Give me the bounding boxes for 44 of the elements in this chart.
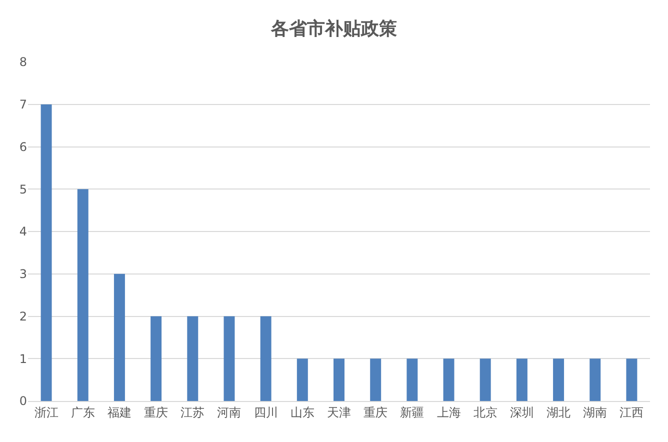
- bar: [150, 316, 162, 401]
- y-tick-label: 2: [19, 309, 27, 324]
- y-tick-label: 5: [19, 182, 27, 196]
- x-tick-label: 江西: [620, 405, 644, 420]
- x-tick-label: 北京: [473, 405, 498, 420]
- x-tick-label: 湖南: [583, 405, 608, 420]
- x-tick-label: 广东: [70, 405, 95, 420]
- bar: [77, 189, 88, 401]
- x-tick-label: 四川: [254, 405, 278, 420]
- y-tick-label: 3: [19, 267, 27, 282]
- bar: [296, 358, 308, 401]
- bar: [370, 358, 382, 401]
- x-tick-label: 江苏: [180, 405, 205, 420]
- y-tick-label: 4: [19, 224, 27, 239]
- bar: [443, 358, 454, 401]
- x-tick-label: 重庆: [144, 405, 168, 420]
- bar: [334, 358, 344, 401]
- x-tick-label: 深圳: [510, 405, 534, 420]
- bar: [553, 358, 564, 401]
- bar: [406, 358, 418, 401]
- x-tick-label: 湖北: [546, 405, 571, 420]
- y-tick-label: 7: [19, 98, 27, 112]
- bar: [480, 358, 491, 401]
- bar: [260, 316, 272, 401]
- x-tick-label: 重庆: [364, 405, 388, 420]
- y-tick-label: 6: [19, 140, 27, 154]
- bar: [187, 316, 198, 401]
- bar: [590, 358, 601, 401]
- bar: [516, 358, 528, 401]
- y-tick-label: 1: [19, 352, 27, 366]
- x-tick-label: 河南: [217, 405, 242, 420]
- x-tick-label: 天津: [327, 405, 351, 420]
- x-tick-label: 福建: [107, 405, 132, 420]
- bar: [114, 274, 125, 401]
- chart-title: 各省市补贴政策: [270, 18, 397, 40]
- bar: [40, 104, 52, 401]
- y-tick-label: 8: [19, 55, 27, 70]
- bar: [626, 358, 638, 401]
- x-tick-label: 新疆: [400, 405, 424, 420]
- x-tick-label: 上海: [436, 405, 461, 420]
- x-tick-label: 浙江: [34, 405, 58, 420]
- x-tick-label: 山东: [290, 405, 314, 420]
- bar: [224, 316, 235, 401]
- y-tick-label: 0: [19, 394, 27, 408]
